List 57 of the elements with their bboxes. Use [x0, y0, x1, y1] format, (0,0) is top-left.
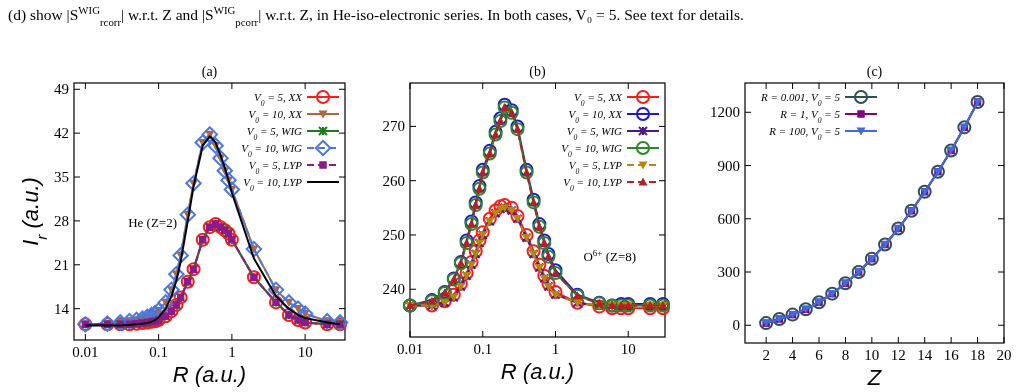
chart-title: (a)	[201, 64, 218, 80]
x-tick-label: 0.1	[149, 344, 168, 360]
y-tick-label: 240	[382, 281, 405, 298]
y-tick-label: 49	[54, 81, 69, 98]
x-tick-label: 10	[864, 347, 880, 363]
y-tick-label: 35	[54, 169, 69, 186]
annotation: He (Z=2)	[128, 214, 178, 230]
x-tick-label: 16	[943, 347, 960, 363]
legend-label: V$_{0}$ = 5, LYP	[248, 159, 303, 176]
chart-title: (b)	[529, 64, 546, 80]
x-tick-label: 18	[970, 347, 986, 363]
x-tick-label: 4	[788, 347, 797, 363]
legend-label: R = 1, V$_{0}$ = 5	[779, 108, 841, 125]
x-tick-label: 20	[996, 347, 1012, 363]
y-tick-label: 300	[717, 264, 740, 281]
y-tick-label: 28	[54, 212, 69, 229]
y-tick-label: 14	[54, 300, 70, 317]
legend-label: V$_{0}$ = 5, XX	[254, 91, 304, 108]
legend-label: V$_{0}$ = 10, LYP	[243, 176, 303, 193]
legend-label: V$_{0}$ = 10, WIG	[561, 142, 623, 159]
x-tick-label: 6	[815, 347, 824, 363]
y-tick-label: 260	[382, 172, 405, 189]
y-tick-label: 42	[54, 125, 69, 142]
y-tick-label: 0	[732, 317, 740, 334]
legend-label: V$_{0}$ = 10, XX	[248, 108, 304, 125]
y-tick-label: 1200	[710, 104, 740, 121]
legend-label: R = 0.001, V$_{0}$ = 5	[760, 91, 841, 108]
y-tick-label: 21	[54, 256, 69, 273]
x-tick-label: 12	[890, 347, 906, 363]
x-tick-label: 1	[228, 344, 236, 360]
x-tick-label: 10	[297, 344, 313, 360]
x-axis-title: R (a.u.)	[500, 359, 575, 384]
legend-label: V$_{0}$ = 10, WIG	[241, 142, 303, 159]
x-axis-title: Z	[866, 365, 883, 390]
x-tick-label: 1	[551, 341, 560, 357]
x-axis-title: R (a.u.)	[172, 362, 247, 387]
x-tick-label: 2	[762, 347, 770, 363]
x-tick-label: 0.01	[72, 344, 99, 360]
legend-label: V$_{0}$ = 5, XX	[574, 91, 624, 108]
x-tick-label: 10	[620, 341, 636, 357]
legend-label: V$_{0}$ = 10, XX	[568, 108, 624, 125]
x-tick-label: 0.01	[396, 341, 424, 357]
x-tick-label: 14	[917, 347, 933, 363]
legend-label: V$_{0}$ = 5, WIG	[246, 125, 303, 142]
legend-label: V$_{0}$ = 10, LYP	[563, 176, 623, 193]
text: (d) show |S$^{WIG}$$_{rcorr}$| w.r.t. Z and |S$^{WIG}$$_{pcorr}$| w.r.t. Z, in He-iso-electronic series. In both cases, V₀ = 5. See text for details.	[8, 4, 744, 28]
y-tick-label: 250	[382, 226, 405, 243]
y-tick-label: 600	[717, 210, 740, 227]
x-tick-label: 0.1	[473, 341, 493, 357]
legend-label: V$_{0}$ = 5, LYP	[568, 159, 623, 176]
legend-label: V$_{0}$ = 5, WIG	[566, 125, 623, 142]
legend-label: R = 100, V$_{0}$ = 5	[768, 125, 841, 142]
chart-title: (c)	[866, 64, 883, 80]
x-tick-label: 8	[841, 347, 850, 363]
annotation: O$^{6+}$ (Z=8)	[583, 247, 637, 264]
y-tick-label: 270	[382, 118, 405, 135]
y-tick-label: 900	[717, 157, 740, 174]
